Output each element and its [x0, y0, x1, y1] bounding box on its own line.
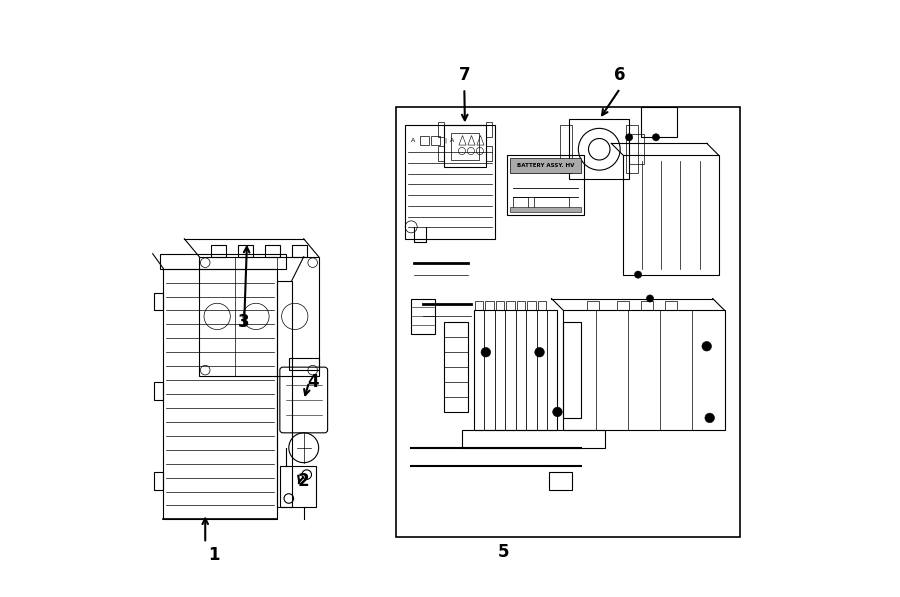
Text: 7: 7	[458, 66, 470, 84]
Bar	[238, 245, 253, 257]
Circle shape	[646, 295, 653, 302]
Bar	[486, 146, 491, 161]
Text: 3: 3	[238, 313, 250, 331]
Text: BATTERY ASSY. HV: BATTERY ASSY. HV	[517, 164, 574, 168]
Bar	[641, 301, 653, 310]
Bar	[474, 310, 557, 430]
Text: 6: 6	[615, 66, 626, 84]
Bar	[438, 122, 444, 137]
Bar	[462, 430, 605, 448]
Bar	[396, 107, 740, 537]
Bar	[507, 155, 584, 215]
Bar	[265, 245, 280, 257]
Bar	[444, 322, 468, 412]
Bar	[431, 136, 440, 145]
Bar	[420, 136, 429, 145]
Bar	[626, 125, 638, 173]
Bar	[507, 301, 515, 310]
Bar	[280, 466, 316, 507]
Text: A: A	[450, 138, 454, 143]
Text: 5: 5	[498, 543, 509, 561]
Bar	[517, 301, 525, 310]
Bar	[570, 119, 629, 179]
Bar	[537, 301, 546, 310]
Bar	[411, 298, 435, 334]
Bar	[164, 269, 277, 519]
Bar	[641, 107, 677, 137]
Circle shape	[626, 134, 633, 141]
Bar	[588, 301, 599, 310]
Bar	[563, 322, 581, 418]
Circle shape	[652, 134, 660, 141]
Circle shape	[481, 347, 491, 357]
Bar	[513, 197, 527, 209]
Bar	[199, 257, 319, 376]
Text: |: |	[444, 137, 446, 143]
Bar	[561, 125, 572, 173]
Bar	[534, 197, 570, 209]
Bar	[405, 125, 495, 239]
Bar	[629, 134, 644, 164]
Bar	[444, 125, 486, 167]
Circle shape	[702, 341, 712, 351]
Bar	[485, 301, 494, 310]
Bar	[617, 301, 629, 310]
Bar	[496, 301, 504, 310]
Bar	[548, 472, 572, 490]
Bar	[623, 155, 718, 275]
Circle shape	[705, 413, 715, 423]
Bar	[277, 281, 292, 507]
Bar	[438, 146, 444, 161]
Bar	[160, 254, 286, 269]
Text: 2: 2	[298, 472, 310, 490]
Text: A: A	[411, 138, 416, 143]
Bar	[665, 301, 677, 310]
Bar	[212, 245, 226, 257]
Bar	[509, 207, 581, 212]
Bar	[155, 382, 164, 400]
Bar	[289, 358, 319, 370]
Bar	[527, 301, 536, 310]
Bar	[155, 472, 164, 490]
Bar	[155, 293, 164, 310]
Bar	[563, 310, 724, 430]
Bar	[475, 301, 483, 310]
Bar	[292, 245, 307, 257]
Bar	[486, 122, 491, 137]
Bar	[509, 158, 581, 173]
Circle shape	[553, 407, 562, 417]
Bar	[451, 133, 479, 160]
Text: 1: 1	[209, 546, 220, 564]
Circle shape	[634, 271, 642, 278]
Circle shape	[535, 347, 544, 357]
Text: 4: 4	[307, 373, 319, 391]
